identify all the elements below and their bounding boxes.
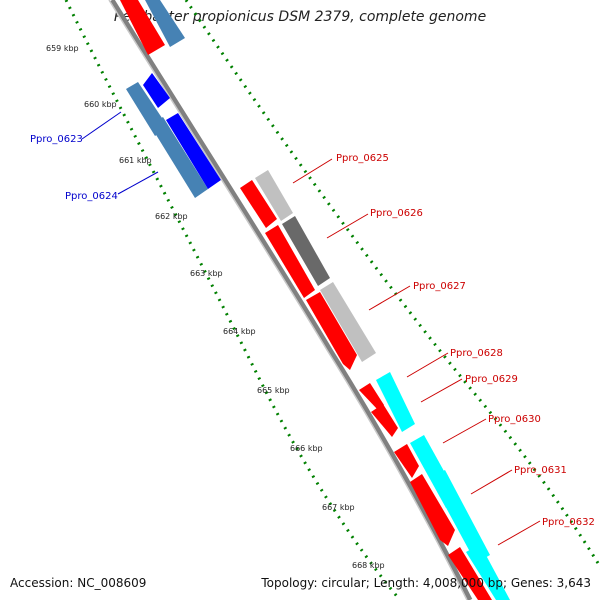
gene-label[interactable]: Ppro_0623 xyxy=(30,134,83,145)
genome-backbone-highlight xyxy=(108,0,468,600)
tick-label: 661 kbp xyxy=(119,156,152,165)
leader-0623 xyxy=(81,111,122,140)
tick-label: 668 kbp xyxy=(352,561,385,570)
cds-0628-red xyxy=(359,383,384,410)
leader-0624 xyxy=(117,171,159,195)
cds-0627-red xyxy=(306,292,357,370)
outer-tick-track xyxy=(184,0,600,570)
gene-label[interactable]: Ppro_0632 xyxy=(542,517,595,528)
leader-0630 xyxy=(442,418,487,444)
feature-0632-cyan xyxy=(466,544,510,600)
cds-0626-red xyxy=(265,225,315,298)
genome-backbone xyxy=(109,0,473,600)
tick-label: 666 kbp xyxy=(290,444,323,453)
gene-label[interactable]: Ppro_0627 xyxy=(413,281,466,292)
feature-0628-cyan xyxy=(376,372,415,432)
map-title: Pelobacter propionicus DSM 2379, complet… xyxy=(113,9,487,25)
leader-0632 xyxy=(497,520,541,546)
leader-0627 xyxy=(368,285,411,311)
cds-0632-red xyxy=(448,547,492,600)
feature-0624-steelblue xyxy=(150,117,208,198)
gene-label[interactable]: Ppro_0626 xyxy=(370,208,423,219)
cds-0624-blue xyxy=(166,113,221,189)
cds-0625-red xyxy=(240,180,277,228)
cds-top-red xyxy=(120,0,165,55)
gene-label[interactable]: Ppro_0630 xyxy=(488,414,541,425)
cds-0629-red xyxy=(371,404,398,437)
feature-top-steelblue xyxy=(145,0,185,47)
tick-label: 667 kbp xyxy=(322,503,355,512)
feature-0626-dark xyxy=(282,216,330,286)
leader-0629 xyxy=(420,378,463,403)
tick-label: 659 kbp xyxy=(46,44,79,53)
genome-summary-text: Topology: circular; Length: 4,008,000 bp… xyxy=(261,576,591,590)
leader-0631 xyxy=(470,469,513,495)
tick-label: 662 kbp xyxy=(155,212,188,221)
feature-0627-gray xyxy=(320,282,376,362)
feature-0625-gray xyxy=(255,170,293,221)
cds-0630-red xyxy=(394,444,419,478)
leader-0628 xyxy=(406,352,449,378)
accession-text: Accession: NC_008609 xyxy=(10,576,147,590)
gene-label[interactable]: Ppro_0628 xyxy=(450,348,503,359)
leader-0626 xyxy=(326,213,369,239)
tick-label: 665 kbp xyxy=(257,386,290,395)
cds-0631-red xyxy=(410,474,455,546)
gene-label[interactable]: Ppro_0631 xyxy=(514,465,567,476)
tick-label: 663 kbp xyxy=(190,269,223,278)
gene-label[interactable]: Ppro_0625 xyxy=(336,153,389,164)
gene-label[interactable]: Ppro_0629 xyxy=(465,374,518,385)
inner-tick-track xyxy=(64,0,402,600)
tick-label: 660 kbp xyxy=(84,100,117,109)
gene-label[interactable]: Ppro_0624 xyxy=(65,191,118,202)
leader-0625 xyxy=(292,158,333,184)
tick-label: 664 kbp xyxy=(223,327,256,336)
feature-0631-cyan xyxy=(430,470,490,563)
cds-0623-blue xyxy=(143,73,170,108)
